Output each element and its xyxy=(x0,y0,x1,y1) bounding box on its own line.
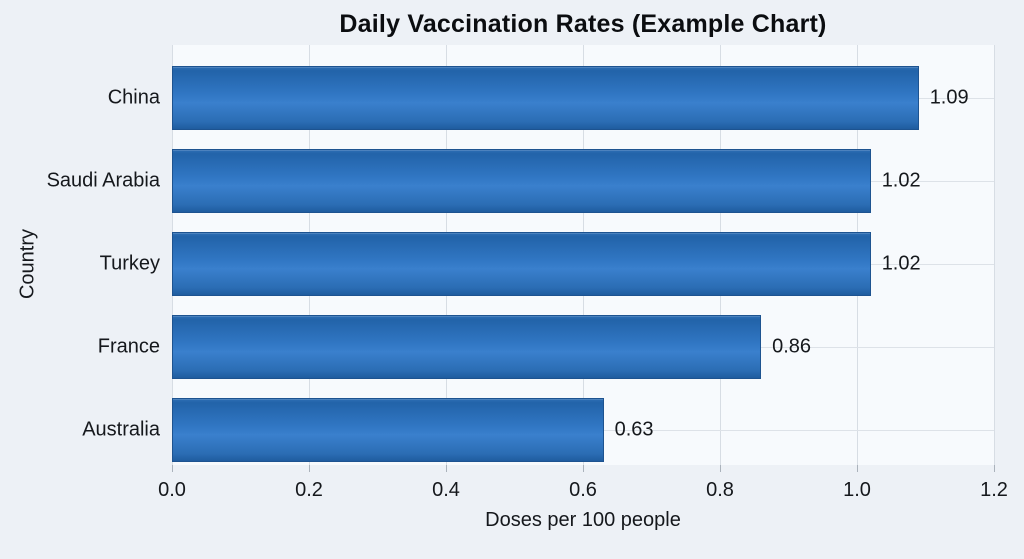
x-tick-mark xyxy=(172,465,173,472)
bar-value-label: 1.02 xyxy=(881,252,921,275)
bar xyxy=(172,315,762,379)
category-label: Saudi Arabia xyxy=(46,169,160,192)
category-label: China xyxy=(107,86,160,109)
x-tick-label: 0.0 xyxy=(158,479,186,501)
x-tick-label: 1.0 xyxy=(843,479,871,501)
x-tick-mark xyxy=(309,465,310,472)
bar-value-label: 1.02 xyxy=(881,169,921,192)
x-tick-label: 0.6 xyxy=(569,479,597,501)
x-axis: 0.0 0.2 0.4 0.6 0.8 1.0 1.2 xyxy=(158,465,1008,525)
x-tick-mark xyxy=(720,465,721,472)
x-tick-mark xyxy=(446,465,447,472)
chart-title: Daily Vaccination Rates (Example Chart) xyxy=(339,10,827,38)
x-axis-title: Doses per 100 people xyxy=(485,509,681,531)
x-tick-mark xyxy=(857,465,858,472)
bar xyxy=(172,398,604,462)
x-tick-mark xyxy=(994,465,995,472)
y-axis-title: Country xyxy=(16,228,39,300)
bar-value-label: 0.86 xyxy=(772,335,812,358)
bar xyxy=(172,66,919,130)
category-label: Australia xyxy=(82,418,160,441)
x-tick-mark xyxy=(583,465,584,472)
bar xyxy=(172,149,871,213)
x-tick-label: 0.8 xyxy=(706,479,734,501)
plot-area: 1.09 1.02 1.02 0.86 0.63 xyxy=(172,45,995,465)
gridline-vertical xyxy=(994,45,995,465)
x-tick-label: 0.2 xyxy=(295,479,323,501)
x-tick-label: 1.2 xyxy=(980,479,1008,501)
bar-value-label: 1.09 xyxy=(929,86,969,109)
bar xyxy=(172,232,871,296)
category-label: France xyxy=(97,335,160,358)
category-label: Turkey xyxy=(99,252,160,275)
y-category-labels: China Saudi Arabia Turkey France Australia xyxy=(0,45,160,465)
x-tick-label: 0.4 xyxy=(432,479,460,501)
bar-value-label: 0.63 xyxy=(614,418,654,441)
